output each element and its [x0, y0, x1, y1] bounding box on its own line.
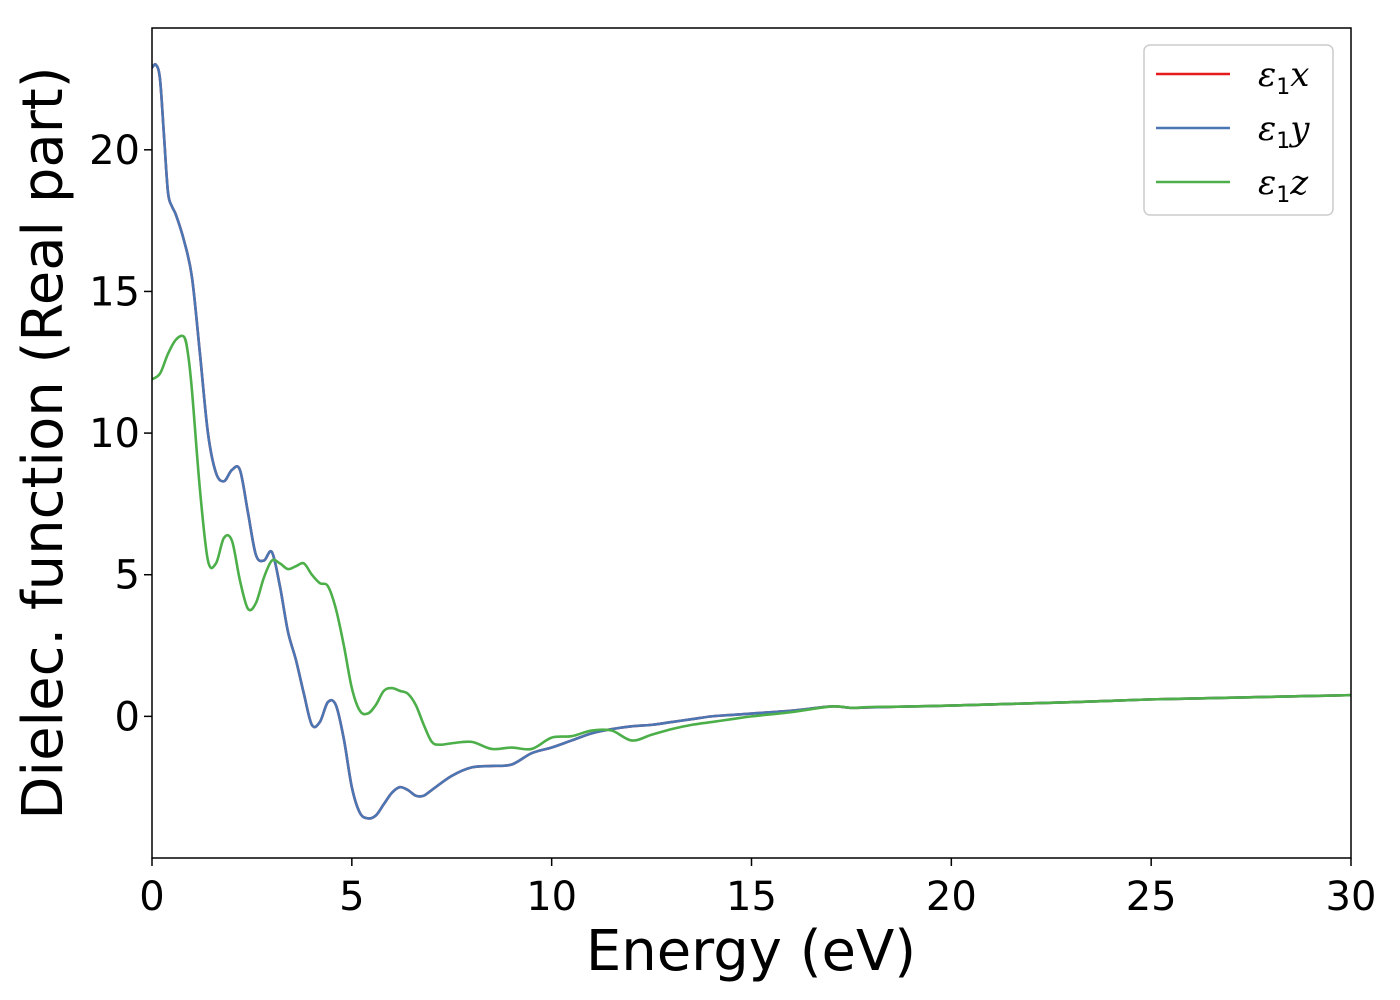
legend: ε1x ε1y ε1z — [1143, 44, 1334, 216]
x-tick-label: 5 — [339, 874, 364, 920]
x-tick-label: 20 — [926, 874, 977, 920]
x-axis-title: Energy (eV) — [586, 919, 916, 984]
x-axis: 0 5 10 15 20 25 30 — [139, 858, 1376, 920]
legend-box — [1143, 44, 1334, 216]
legend-label-x: ε1x — [1258, 55, 1309, 100]
y-tick-label: 0 — [115, 694, 140, 740]
legend-label-y: ε1y — [1258, 109, 1310, 154]
x-tick-label: 10 — [526, 874, 577, 920]
x-tick-label: 0 — [139, 874, 164, 920]
series-line-z — [152, 334, 1351, 751]
y-tick-label: 5 — [115, 553, 140, 599]
series-layer — [152, 63, 1351, 820]
y-axis-title: Dielec. function (Real part) — [11, 66, 76, 819]
y-tick-label: 10 — [89, 411, 140, 457]
legend-label-z: ε1z — [1258, 163, 1309, 208]
y-axis: 0 5 10 15 20 — [89, 128, 152, 740]
y-tick-label: 20 — [89, 128, 140, 174]
x-tick-label: 25 — [1126, 874, 1177, 920]
x-tick-label: 15 — [726, 874, 777, 920]
y-tick-label: 15 — [89, 269, 140, 315]
x-tick-label: 30 — [1326, 874, 1377, 920]
